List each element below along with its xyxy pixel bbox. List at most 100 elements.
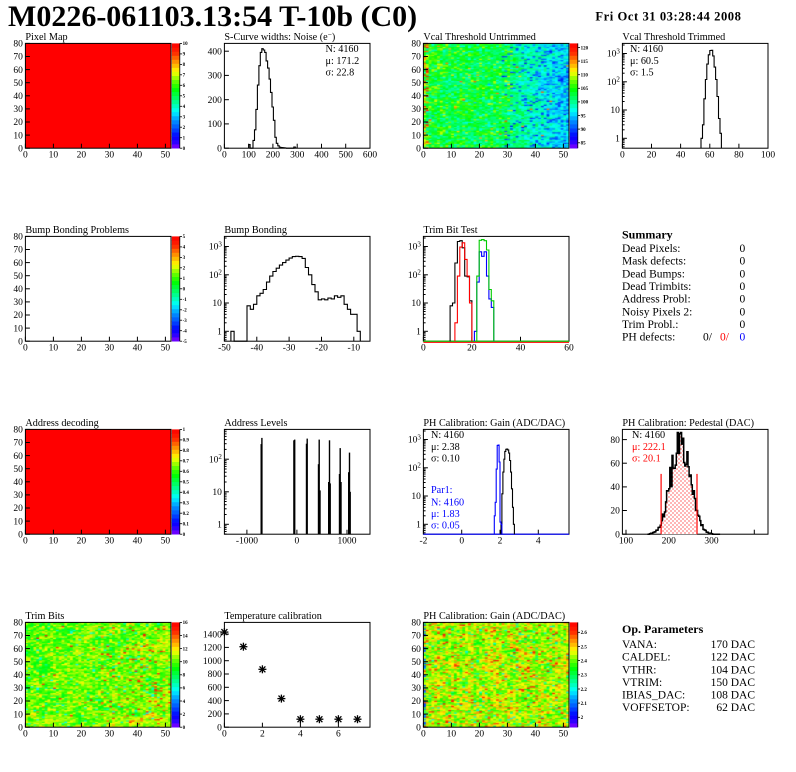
svg-text:40: 40: [531, 151, 541, 161]
svg-text:800: 800: [208, 670, 223, 680]
svg-text:μ: 171.2: μ: 171.2: [326, 56, 360, 67]
svg-text:-10: -10: [347, 344, 360, 354]
svg-text:103: 103: [209, 240, 223, 252]
svg-text:0: 0: [740, 319, 746, 331]
svg-text:12: 12: [183, 647, 189, 652]
svg-text:30: 30: [411, 684, 421, 694]
svg-text:20: 20: [411, 697, 421, 707]
svg-text:Address Levels: Address Levels: [224, 418, 287, 429]
svg-text:2.5: 2.5: [581, 645, 588, 650]
svg-text:20: 20: [411, 118, 421, 128]
svg-text:80: 80: [610, 436, 620, 446]
svg-text:108 DAC: 108 DAC: [711, 690, 756, 702]
svg-text:2: 2: [581, 716, 584, 721]
svg-text:N: 4160: N: 4160: [431, 498, 464, 509]
svg-text:0: 0: [421, 344, 426, 354]
svg-text:PH Calibration: Pedestal (DAC): PH Calibration: Pedestal (DAC): [622, 418, 754, 429]
svg-text:4: 4: [536, 537, 541, 547]
svg-text:Trim Bits: Trim Bits: [25, 611, 64, 622]
svg-text:40: 40: [411, 92, 421, 102]
svg-text:1200: 1200: [203, 644, 222, 654]
svg-text:1000: 1000: [338, 537, 357, 547]
svg-text:10: 10: [49, 151, 59, 161]
svg-text:0.7: 0.7: [183, 460, 190, 465]
svg-text:2: 2: [183, 713, 186, 718]
svg-text:0: 0: [740, 256, 746, 268]
svg-text:104 DAC: 104 DAC: [711, 664, 756, 676]
svg-text:50: 50: [161, 344, 171, 354]
svg-text:10: 10: [49, 344, 59, 354]
svg-text:30: 30: [503, 730, 513, 740]
svg-text:PH defects:: PH defects:: [622, 332, 675, 344]
svg-text:1000: 1000: [203, 657, 222, 667]
svg-text:1: 1: [183, 428, 186, 433]
svg-text:40: 40: [531, 730, 541, 740]
svg-text:102: 102: [408, 462, 422, 474]
svg-text:30: 30: [105, 344, 115, 354]
svg-text:60: 60: [705, 151, 715, 161]
svg-text:100: 100: [581, 101, 589, 106]
svg-text:Trim Bit Test: Trim Bit Test: [423, 225, 477, 236]
svg-text:σ: 1.5: σ: 1.5: [630, 68, 654, 79]
svg-text:1: 1: [217, 521, 222, 531]
svg-text:σ: 0.05: σ: 0.05: [431, 521, 460, 532]
svg-text:Fri Oct 31 03:28:44 2008: Fri Oct 31 03:28:44 2008: [595, 10, 741, 24]
svg-text:Noisy Pixels 2:: Noisy Pixels 2:: [622, 306, 692, 318]
svg-text:0: 0: [183, 147, 186, 152]
svg-text:110: 110: [581, 74, 589, 79]
svg-text:90: 90: [581, 128, 587, 133]
svg-text:10: 10: [212, 488, 222, 498]
svg-text:60: 60: [13, 259, 23, 269]
svg-text:PH Calibration: Gain (ADC/DAC): PH Calibration: Gain (ADC/DAC): [423, 611, 565, 622]
svg-text:3: 3: [183, 256, 186, 261]
svg-text:6: 6: [183, 84, 186, 89]
svg-text:-3: -3: [183, 319, 188, 324]
svg-text:0: 0: [18, 337, 23, 347]
svg-text:4: 4: [183, 246, 186, 251]
svg-text:10: 10: [13, 517, 23, 527]
svg-text:102: 102: [408, 269, 422, 281]
svg-text:400: 400: [208, 697, 223, 707]
svg-text:40: 40: [610, 483, 620, 493]
svg-text:80: 80: [411, 40, 421, 50]
svg-text:200: 200: [266, 151, 281, 161]
svg-text:70: 70: [411, 632, 421, 642]
svg-text:Address Probl:: Address Probl:: [622, 294, 691, 306]
svg-text:9: 9: [183, 53, 186, 58]
svg-text:1: 1: [615, 135, 620, 145]
svg-text:N: 4160: N: 4160: [632, 430, 665, 441]
svg-text:0.8: 0.8: [183, 449, 190, 454]
svg-text:3: 3: [183, 116, 186, 121]
svg-text:0: 0: [740, 294, 746, 306]
svg-text:80: 80: [13, 40, 23, 50]
svg-text:M0226-061103.13:54 T-10b (C0): M0226-061103.13:54 T-10b (C0): [8, 0, 417, 33]
svg-text:102: 102: [607, 76, 621, 88]
svg-text:-1000: -1000: [236, 537, 258, 547]
svg-text:1: 1: [183, 277, 186, 282]
svg-text:300: 300: [290, 151, 305, 161]
svg-text:10: 10: [411, 299, 421, 309]
svg-text:80: 80: [13, 619, 23, 629]
svg-text:-2: -2: [183, 309, 188, 314]
svg-text:600: 600: [363, 151, 378, 161]
svg-text:0: 0: [23, 730, 28, 740]
svg-text:50: 50: [161, 537, 171, 547]
svg-text:50: 50: [559, 730, 569, 740]
svg-text:14: 14: [183, 634, 189, 639]
svg-text:600: 600: [208, 684, 223, 694]
svg-text:60: 60: [411, 66, 421, 76]
svg-text:Trim Probl.:: Trim Probl.:: [622, 319, 678, 331]
svg-text:70: 70: [411, 53, 421, 63]
svg-text:10: 10: [411, 492, 421, 502]
svg-text:0: 0: [222, 151, 227, 161]
svg-text:CALDEL:: CALDEL:: [622, 652, 671, 664]
svg-text:0: 0: [23, 537, 28, 547]
svg-text:4: 4: [183, 105, 186, 110]
svg-text:0: 0: [18, 530, 23, 540]
svg-text:102: 102: [209, 453, 223, 465]
svg-text:10: 10: [411, 710, 421, 720]
svg-text:20: 20: [610, 507, 620, 517]
svg-text:40: 40: [13, 285, 23, 295]
svg-text:μ: 60.5: μ: 60.5: [630, 56, 659, 67]
svg-text:62 DAC: 62 DAC: [716, 702, 755, 714]
